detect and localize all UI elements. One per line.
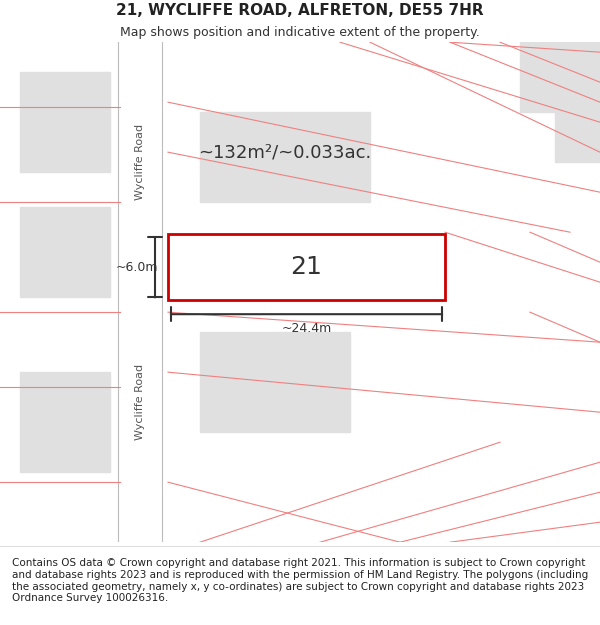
Bar xyxy=(20,208,110,297)
Bar xyxy=(200,112,370,202)
Bar xyxy=(20,372,110,472)
Text: Map shows position and indicative extent of the property.: Map shows position and indicative extent… xyxy=(120,26,480,39)
Text: 21, WYCLIFFE ROAD, ALFRETON, DE55 7HR: 21, WYCLIFFE ROAD, ALFRETON, DE55 7HR xyxy=(116,2,484,18)
Text: Wycliffe Road: Wycliffe Road xyxy=(135,124,145,200)
Text: Contains OS data © Crown copyright and database right 2021. This information is : Contains OS data © Crown copyright and d… xyxy=(12,558,588,603)
Text: ~132m²/~0.033ac.: ~132m²/~0.033ac. xyxy=(199,143,371,161)
Bar xyxy=(555,107,600,162)
Bar xyxy=(118,42,162,542)
Text: ~6.0m: ~6.0m xyxy=(116,261,158,274)
Text: 21: 21 xyxy=(290,255,322,279)
Text: Wycliffe Road: Wycliffe Road xyxy=(135,364,145,440)
Bar xyxy=(20,72,110,172)
Bar xyxy=(520,42,600,112)
Bar xyxy=(168,234,445,300)
Text: ~24.4m: ~24.4m xyxy=(281,322,332,335)
Bar xyxy=(200,332,350,432)
